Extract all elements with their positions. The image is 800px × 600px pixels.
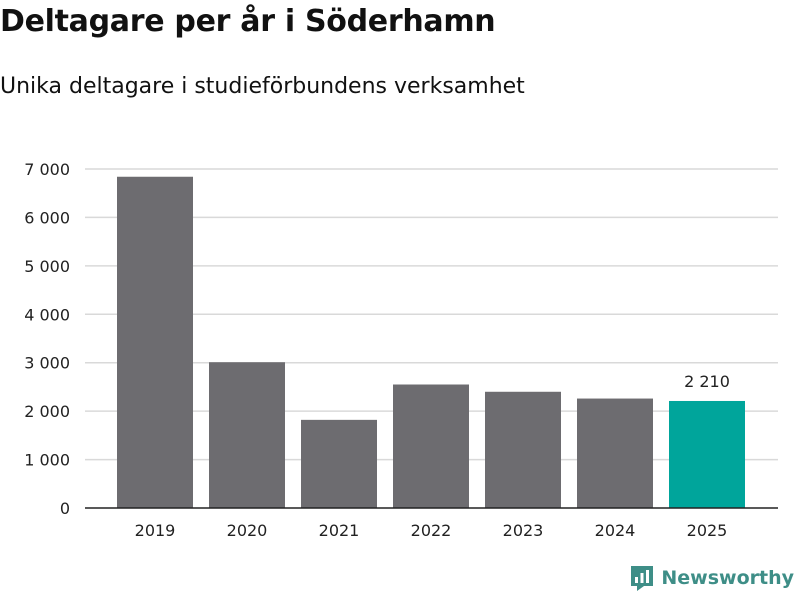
- chart-title: Deltagare per år i Söderhamn: [0, 4, 496, 39]
- bar: [577, 398, 653, 508]
- y-tick-label: 1 000: [24, 451, 70, 470]
- y-tick-label: 0: [60, 499, 70, 518]
- x-tick-label: 2023: [503, 521, 544, 540]
- newsworthy-logo-icon: [631, 566, 654, 591]
- x-tick-label: 2024: [595, 521, 636, 540]
- x-tick-label: 2020: [227, 521, 268, 540]
- bar: [209, 362, 285, 508]
- y-tick-label: 7 000: [24, 160, 70, 179]
- chart-subtitle: Unika deltagare i studieförbundens verks…: [0, 74, 525, 99]
- bar: [301, 419, 377, 508]
- bar: [485, 391, 561, 508]
- bar: [393, 384, 469, 508]
- brand-logo: Newsworthy: [629, 564, 794, 592]
- bar: [669, 400, 745, 508]
- y-tick-label: 6 000: [24, 208, 70, 227]
- bar: [117, 176, 193, 508]
- x-tick-label: 2021: [319, 521, 360, 540]
- y-tick-label: 4 000: [24, 305, 70, 324]
- y-tick-label: 3 000: [24, 354, 70, 373]
- data-label: 2 210: [684, 372, 730, 391]
- x-tick-label: 2022: [411, 521, 452, 540]
- brand-name: Newsworthy: [661, 567, 794, 589]
- y-tick-label: 5 000: [24, 257, 70, 276]
- x-tick-label: 2025: [687, 521, 728, 540]
- x-tick-label: 2019: [135, 521, 176, 540]
- y-tick-label: 2 000: [24, 402, 70, 421]
